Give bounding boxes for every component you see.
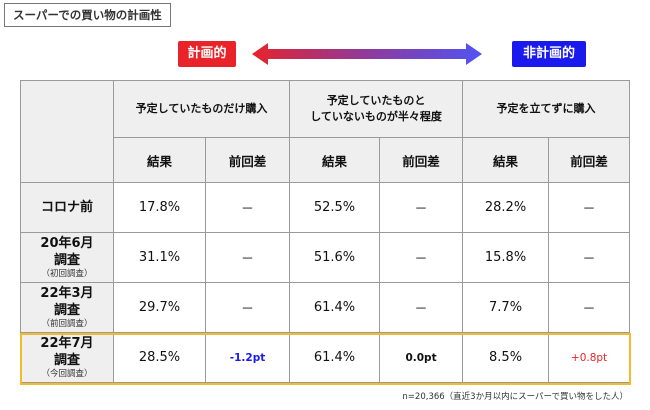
row-sublabel: （初回調査）: [41, 269, 93, 279]
table-row: コロナ前 17.8% － 52.5% － 28.2% －: [20, 182, 631, 233]
group-header-line: 予定していたものと: [326, 94, 426, 107]
planned-badge: 計画的: [178, 41, 236, 67]
result-value: 61.4%: [289, 332, 381, 383]
result-value: 17.8%: [113, 182, 206, 233]
result-header: 結果: [113, 137, 206, 183]
row-label-2: 調査: [53, 353, 80, 368]
result-value: 15.8%: [462, 232, 550, 283]
row-label-2: 調査: [53, 253, 80, 268]
diff-value: 0.0pt: [379, 332, 464, 383]
row-label-2: 調査: [53, 303, 80, 318]
row-header: コロナ前: [20, 182, 114, 233]
result-value: 31.1%: [113, 232, 206, 283]
diff-value: －: [379, 282, 464, 333]
row-label: コロナ前: [40, 200, 93, 215]
diff-value: －: [548, 232, 631, 283]
diff-value: －: [379, 232, 464, 283]
diff-value: －: [548, 282, 631, 333]
group-header: 予定を立てずに購入: [462, 80, 631, 138]
result-value: 51.6%: [289, 232, 381, 283]
result-value: 7.7%: [462, 282, 550, 333]
group-header: 予定していたものだけ購入: [112, 80, 291, 138]
row-label: 22年3月: [40, 286, 94, 301]
result-header: 結果: [289, 137, 381, 183]
result-value: 29.7%: [113, 282, 206, 333]
diff-value: －: [204, 182, 291, 233]
group-header-line: していないものが半々程度: [310, 110, 442, 123]
result-value: 28.2%: [462, 182, 550, 233]
result-value: 28.5%: [113, 332, 206, 383]
result-value: 8.5%: [462, 332, 550, 383]
corner-cell: [20, 80, 114, 183]
row-sublabel: （今回調査）: [41, 369, 93, 379]
chart-title: スーパーでの買い物の計画性: [4, 3, 171, 27]
diff-value: －: [548, 182, 631, 233]
diff-value: －: [204, 282, 291, 333]
row-header: 22年7月調査 （今回調査）: [20, 332, 114, 383]
diff-header: 前回差: [548, 137, 631, 183]
row-header: 20年6月調査 （初回調査）: [20, 232, 114, 283]
group-header-line: 予定を立てずに購入: [496, 102, 596, 115]
row-label: 20年6月: [40, 236, 94, 251]
table-row: 22年3月 調査 （前回調査） 29.7% － 61.4% － 7.7% －: [20, 282, 631, 333]
table-row: 22年7月 調査 （今回調査） 28.5% -1.2pt 61.4% 0.0pt 8.5% +0…: [20, 332, 631, 383]
diff-value: +0.8pt: [548, 332, 631, 383]
diff-header: 前回差: [379, 137, 464, 183]
diff-value: -1.2pt: [204, 332, 291, 383]
result-header: 結果: [462, 137, 550, 183]
diff-value: －: [204, 232, 291, 283]
group-header: 予定していたものと していないものが半々程度: [289, 80, 464, 138]
group-header-line: 予定していたものだけ購入: [135, 102, 268, 115]
footnote: n=20,366（直近3か月以内にスーパーで買い物をした人）: [402, 392, 628, 402]
result-value: 52.5%: [289, 182, 381, 233]
unplanned-badge: 非計画的: [512, 41, 586, 67]
results-table: 予定していたものだけ購入 予定していたものと していないものが半々程度 予定を立…: [20, 80, 631, 383]
row-header: 22年3月調査 （前回調査）: [20, 282, 114, 333]
result-value: 61.4%: [289, 282, 381, 333]
table-row: 20年6月 調査 （初回調査） 31.1% － 51.6% － 15.8% －: [20, 232, 631, 283]
diff-value: －: [379, 182, 464, 233]
row-sublabel: （前回調査）: [41, 319, 93, 329]
diff-header: 前回差: [204, 137, 291, 183]
double-arrow-icon: [252, 43, 482, 65]
row-label: 22年7月: [40, 336, 94, 351]
